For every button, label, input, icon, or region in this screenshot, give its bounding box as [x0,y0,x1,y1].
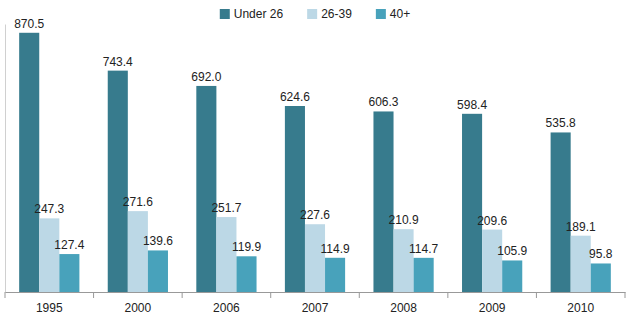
category-divider [625,292,626,298]
data-label: 114.9 [321,242,350,256]
data-label: 271.6 [123,195,153,209]
legend-swatch [307,9,317,19]
data-label: 227.6 [300,208,330,222]
x-tick-label: 2008 [390,301,417,315]
bar [236,256,256,292]
y-axis [5,25,6,293]
data-label: 189.1 [566,220,596,234]
bar [591,263,611,292]
legend-item: 40+ [376,7,410,21]
bar [19,33,39,292]
data-label: 251.7 [211,201,241,215]
category-divider [536,292,537,298]
category-divider [182,292,183,298]
category-divider [270,292,271,298]
data-label: 692.0 [191,70,221,84]
data-label: 624.6 [280,90,310,104]
x-tick: 2008 [390,292,417,315]
bar [216,217,236,292]
data-label: 247.3 [34,202,64,216]
bar [502,260,522,292]
legend-item: 26-39 [307,7,352,21]
x-tick-label: 2000 [125,301,152,315]
x-tick-label: 2007 [302,301,329,315]
data-label: 598.4 [457,98,487,112]
data-label: 127.4 [54,238,84,252]
bar [108,71,128,292]
x-tick-label: 2010 [567,301,594,315]
bar [196,86,216,292]
data-label: 743.4 [103,55,133,69]
bar [373,111,393,292]
bars [19,33,611,292]
x-tick: 2007 [302,292,329,315]
data-label: 114.7 [409,242,438,256]
legend-label: 26-39 [321,7,352,21]
bar [148,250,168,292]
data-label: 105.9 [497,244,527,258]
data-label: 210.9 [389,213,419,227]
legend-label: Under 26 [234,7,284,21]
bar [462,114,482,292]
category-dividers [5,292,625,298]
data-label: 870.5 [14,17,44,31]
data-label: 606.3 [368,95,398,109]
legend: Under 26 26-39 40+ [220,7,410,21]
bar [325,258,345,292]
legend-swatch [220,9,230,19]
data-label: 119.9 [232,240,261,254]
x-tick: 2009 [479,292,506,315]
x-tick-label: 2006 [213,301,240,315]
legend-swatch [376,9,386,19]
bar [482,230,502,292]
category-divider [359,292,360,298]
bar [394,229,414,292]
bar [285,106,305,292]
chart: 870.5 743.4 692.0 624.6 606.3 598.4 535.8 247.3… [0,0,630,324]
category-divider [447,292,448,298]
x-tick: 2010 [567,292,594,315]
x-axis-line [6,292,626,293]
bar [128,211,148,292]
x-tick-label: 1995 [36,301,63,315]
bar [39,218,59,292]
x-tick: 1995 [36,292,63,315]
x-axis: 1995 2000 2006 2007 2008 2009 2010 [6,292,626,315]
data-label: 139.6 [143,234,173,248]
y-axis-line [5,25,6,293]
bar [414,258,434,292]
bar [551,132,571,292]
legend-item: Under 26 [220,7,284,21]
bar [571,236,591,292]
x-tick: 2006 [213,292,240,315]
category-divider [5,292,6,298]
data-label: 535.8 [546,116,576,130]
category-divider [93,292,94,298]
bar [305,224,325,292]
legend-label: 40+ [390,7,410,21]
data-labels: 870.5 743.4 692.0 624.6 606.3 598.4 535.8 247.3… [14,17,613,262]
bar [59,254,79,292]
data-label: 209.6 [477,214,507,228]
data-label: 95.8 [589,247,613,261]
x-tick-label: 2009 [479,301,506,315]
x-tick: 2000 [125,292,152,315]
